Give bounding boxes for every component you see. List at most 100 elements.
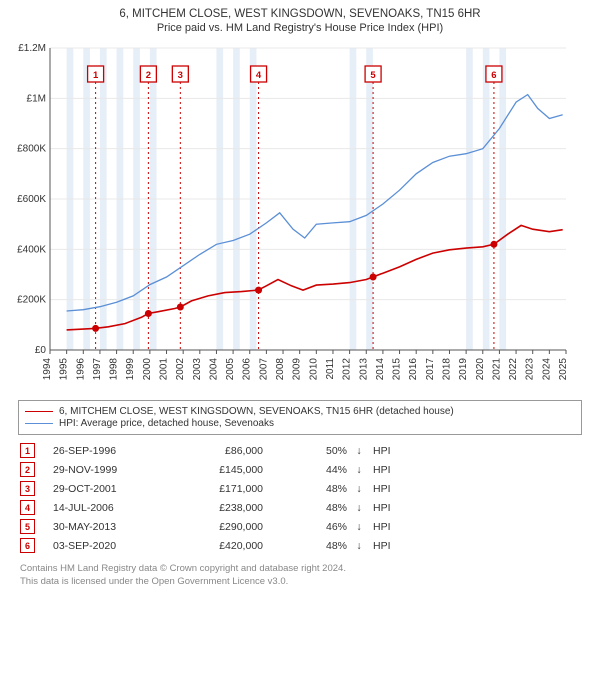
svg-text:2004: 2004 xyxy=(208,358,219,381)
svg-text:2000: 2000 xyxy=(142,358,153,381)
svg-text:2016: 2016 xyxy=(408,358,419,381)
row-suffix: HPI xyxy=(371,521,391,533)
row-date: 26-SEP-1996 xyxy=(39,445,169,457)
row-suffix: HPI xyxy=(371,445,391,457)
svg-text:2010: 2010 xyxy=(308,358,319,381)
chart-title: 6, MITCHEM CLOSE, WEST KINGSDOWN, SEVENO… xyxy=(10,8,590,20)
svg-text:1996: 1996 xyxy=(75,358,86,381)
svg-text:2007: 2007 xyxy=(258,358,269,381)
row-date: 03-SEP-2020 xyxy=(39,540,169,552)
legend-label: 6, MITCHEM CLOSE, WEST KINGSDOWN, SEVENO… xyxy=(59,406,454,417)
svg-text:£600K: £600K xyxy=(17,194,46,205)
down-arrow-icon: ↓ xyxy=(351,464,367,476)
footer-attribution: Contains HM Land Registry data © Crown c… xyxy=(20,563,580,589)
legend-row: 6, MITCHEM CLOSE, WEST KINGSDOWN, SEVENO… xyxy=(25,406,575,417)
svg-text:2019: 2019 xyxy=(458,358,469,381)
svg-text:2014: 2014 xyxy=(375,358,386,381)
row-pct: 48% xyxy=(287,540,347,552)
svg-text:4: 4 xyxy=(256,70,262,81)
row-suffix: HPI xyxy=(371,540,391,552)
svg-text:2017: 2017 xyxy=(425,358,436,381)
row-marker: 6 xyxy=(20,538,35,553)
svg-text:£400K: £400K xyxy=(17,244,46,255)
footer-line-2: This data is licensed under the Open Gov… xyxy=(20,576,580,589)
svg-text:2009: 2009 xyxy=(292,358,303,381)
chart-area: £0 £200K £400K £600K £800K £1M £1.2M 1994 1995 19… xyxy=(10,40,590,390)
row-date: 14-JUL-2006 xyxy=(39,502,169,514)
row-marker: 3 xyxy=(20,481,35,496)
row-pct: 46% xyxy=(287,521,347,533)
table-row: 6 03-SEP-2020 £420,000 48% ↓ HPI xyxy=(20,538,580,553)
svg-text:£1.2M: £1.2M xyxy=(18,43,46,54)
row-pct: 44% xyxy=(287,464,347,476)
row-pct: 50% xyxy=(287,445,347,457)
svg-text:2021: 2021 xyxy=(491,358,502,381)
row-price: £86,000 xyxy=(173,445,283,457)
line-chart: £0 £200K £400K £600K £800K £1M £1.2M 1994 1995 19… xyxy=(10,40,570,390)
row-marker: 1 xyxy=(20,443,35,458)
svg-text:1995: 1995 xyxy=(59,358,70,381)
svg-text:2005: 2005 xyxy=(225,358,236,381)
row-price: £238,000 xyxy=(173,502,283,514)
svg-text:2023: 2023 xyxy=(525,358,536,381)
legend-swatch xyxy=(25,411,53,412)
legend-row: HPI: Average price, detached house, Seve… xyxy=(25,418,575,429)
svg-text:2008: 2008 xyxy=(275,358,286,381)
svg-text:2006: 2006 xyxy=(242,358,253,381)
chart-subtitle: Price paid vs. HM Land Registry's House … xyxy=(10,22,590,34)
svg-text:2013: 2013 xyxy=(358,358,369,381)
row-date: 30-MAY-2013 xyxy=(39,521,169,533)
footer-line-1: Contains HM Land Registry data © Crown c… xyxy=(20,563,580,576)
row-suffix: HPI xyxy=(371,483,391,495)
transactions-table: 1 26-SEP-1996 £86,000 50% ↓ HPI 2 29-NOV-1999 £1… xyxy=(20,443,580,553)
svg-text:2003: 2003 xyxy=(192,358,203,381)
svg-text:2020: 2020 xyxy=(475,358,486,381)
row-price: £420,000 xyxy=(173,540,283,552)
down-arrow-icon: ↓ xyxy=(351,502,367,514)
down-arrow-icon: ↓ xyxy=(351,445,367,457)
svg-text:2002: 2002 xyxy=(175,358,186,381)
svg-text:2022: 2022 xyxy=(508,358,519,381)
down-arrow-icon: ↓ xyxy=(351,540,367,552)
row-price: £145,000 xyxy=(173,464,283,476)
row-price: £290,000 xyxy=(173,521,283,533)
row-marker: 4 xyxy=(20,500,35,515)
svg-text:2025: 2025 xyxy=(558,358,569,381)
svg-text:£1M: £1M xyxy=(27,93,46,104)
svg-text:6: 6 xyxy=(491,70,496,81)
svg-text:2012: 2012 xyxy=(342,358,353,381)
svg-text:1: 1 xyxy=(93,70,99,81)
svg-text:2024: 2024 xyxy=(541,358,552,381)
svg-text:£200K: £200K xyxy=(17,295,46,306)
svg-text:2001: 2001 xyxy=(159,358,170,381)
table-row: 5 30-MAY-2013 £290,000 46% ↓ HPI xyxy=(20,519,580,534)
down-arrow-icon: ↓ xyxy=(351,483,367,495)
row-pct: 48% xyxy=(287,483,347,495)
legend-label: HPI: Average price, detached house, Seve… xyxy=(59,418,274,429)
svg-text:1997: 1997 xyxy=(92,358,103,381)
down-arrow-icon: ↓ xyxy=(351,521,367,533)
legend-swatch xyxy=(25,423,53,424)
row-price: £171,000 xyxy=(173,483,283,495)
row-marker: 2 xyxy=(20,462,35,477)
svg-text:1999: 1999 xyxy=(125,358,136,381)
svg-text:5: 5 xyxy=(370,70,376,81)
row-marker: 5 xyxy=(20,519,35,534)
legend: 6, MITCHEM CLOSE, WEST KINGSDOWN, SEVENO… xyxy=(18,400,582,435)
table-row: 229-NOV-1999£145,00044%↓HPI xyxy=(20,462,580,477)
svg-text:2015: 2015 xyxy=(392,358,403,381)
svg-text:2018: 2018 xyxy=(441,358,452,381)
svg-text:1998: 1998 xyxy=(109,358,120,381)
table-row: 4 14-JUL-2006 £238,000 48% ↓ HPI xyxy=(20,500,580,515)
svg-text:3: 3 xyxy=(178,70,183,81)
svg-text:£800K: £800K xyxy=(17,144,46,155)
row-date: 29-OCT-2001 xyxy=(39,483,169,495)
row-date: 29-NOV-1999 xyxy=(39,464,169,476)
svg-text:£0: £0 xyxy=(35,345,47,356)
svg-text:2011: 2011 xyxy=(325,358,336,380)
svg-text:2: 2 xyxy=(146,70,151,81)
table-row: 3 29-OCT-2001 £171,000 48% ↓ HPI xyxy=(20,481,580,496)
row-pct: 48% xyxy=(287,502,347,514)
row-suffix: HPI xyxy=(371,502,391,514)
svg-text:1994: 1994 xyxy=(42,358,53,381)
